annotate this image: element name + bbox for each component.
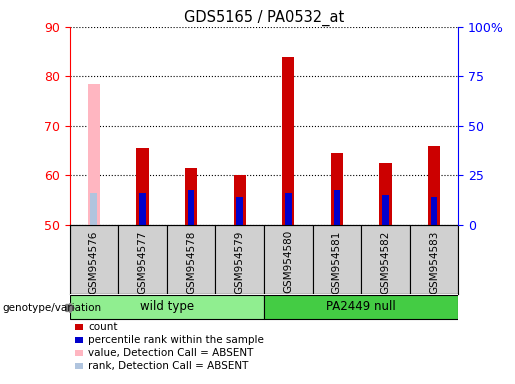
Bar <box>380 163 391 225</box>
Text: wild type: wild type <box>140 300 194 313</box>
Bar <box>282 56 294 225</box>
Bar <box>70 225 118 294</box>
Text: value, Detection Call = ABSENT: value, Detection Call = ABSENT <box>88 348 253 358</box>
Text: count: count <box>88 322 117 332</box>
Bar <box>139 192 146 225</box>
Bar <box>361 225 410 294</box>
Bar <box>264 225 313 294</box>
Bar <box>431 197 437 225</box>
Text: PA2449 null: PA2449 null <box>327 300 396 313</box>
Text: rank, Detection Call = ABSENT: rank, Detection Call = ABSENT <box>88 361 248 371</box>
Bar <box>382 195 389 225</box>
Title: GDS5165 / PA0532_at: GDS5165 / PA0532_at <box>184 9 344 25</box>
Bar <box>185 168 197 225</box>
Text: GSM954582: GSM954582 <box>381 230 390 293</box>
Text: GSM954576: GSM954576 <box>89 230 99 293</box>
Bar <box>167 225 215 294</box>
Bar <box>234 175 246 225</box>
Bar <box>118 225 167 294</box>
Text: percentile rank within the sample: percentile rank within the sample <box>88 335 264 345</box>
Text: GSM954578: GSM954578 <box>186 230 196 293</box>
Bar <box>187 190 194 225</box>
Text: GSM954579: GSM954579 <box>235 230 245 293</box>
Bar <box>70 295 264 319</box>
Bar <box>334 190 340 225</box>
Text: GSM954577: GSM954577 <box>138 230 147 293</box>
Bar <box>285 192 291 225</box>
Text: GSM954581: GSM954581 <box>332 230 342 293</box>
Bar <box>313 225 361 294</box>
Bar <box>215 225 264 294</box>
Bar <box>91 192 97 225</box>
Bar <box>236 197 243 225</box>
Bar <box>136 148 148 225</box>
Text: GSM954583: GSM954583 <box>429 230 439 293</box>
Bar <box>331 153 343 225</box>
Bar <box>428 146 440 225</box>
Bar <box>88 84 100 225</box>
Bar <box>410 225 458 294</box>
Text: GSM954580: GSM954580 <box>283 230 293 293</box>
Text: genotype/variation: genotype/variation <box>3 303 101 313</box>
Bar <box>264 295 458 319</box>
